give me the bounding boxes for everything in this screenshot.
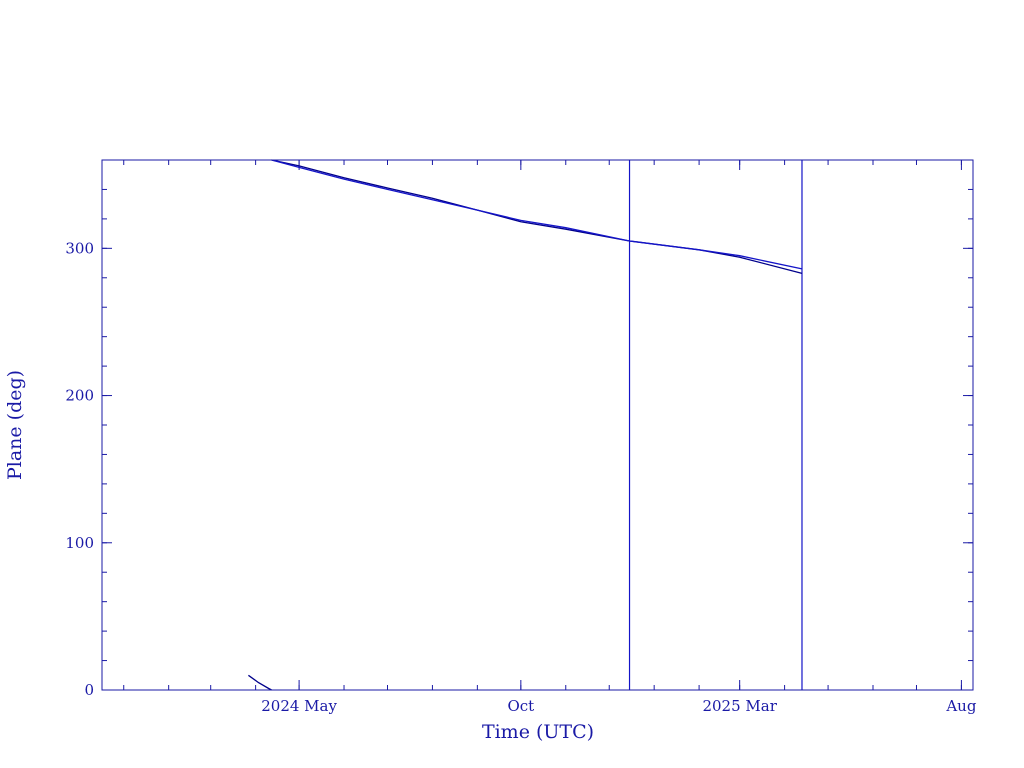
x-tick-labels: 2024 May Oct 2025 Mar Aug xyxy=(261,697,977,715)
plot-area xyxy=(102,160,973,690)
x-tick-label: 2025 Mar xyxy=(702,697,777,715)
x-axis-title: Time (UTC) xyxy=(482,721,594,743)
vertical-marker-lines xyxy=(628,160,803,690)
y-tick-label: 300 xyxy=(65,239,94,257)
y-tick-label: 0 xyxy=(84,681,94,699)
x-tick-label: 2024 May xyxy=(261,697,337,715)
plot-frame xyxy=(101,159,974,691)
y-tick-label: 100 xyxy=(65,534,94,552)
y-axis-title: Plane (deg) xyxy=(4,370,26,480)
y-tick-label: 200 xyxy=(65,387,94,405)
data-series xyxy=(248,159,803,691)
y-tick-labels: 0 100 200 300 xyxy=(65,239,94,699)
series-line xyxy=(271,159,803,270)
x-tick-label: Aug xyxy=(945,697,976,715)
series-line xyxy=(248,674,272,691)
x-tick-label: Oct xyxy=(507,697,534,715)
